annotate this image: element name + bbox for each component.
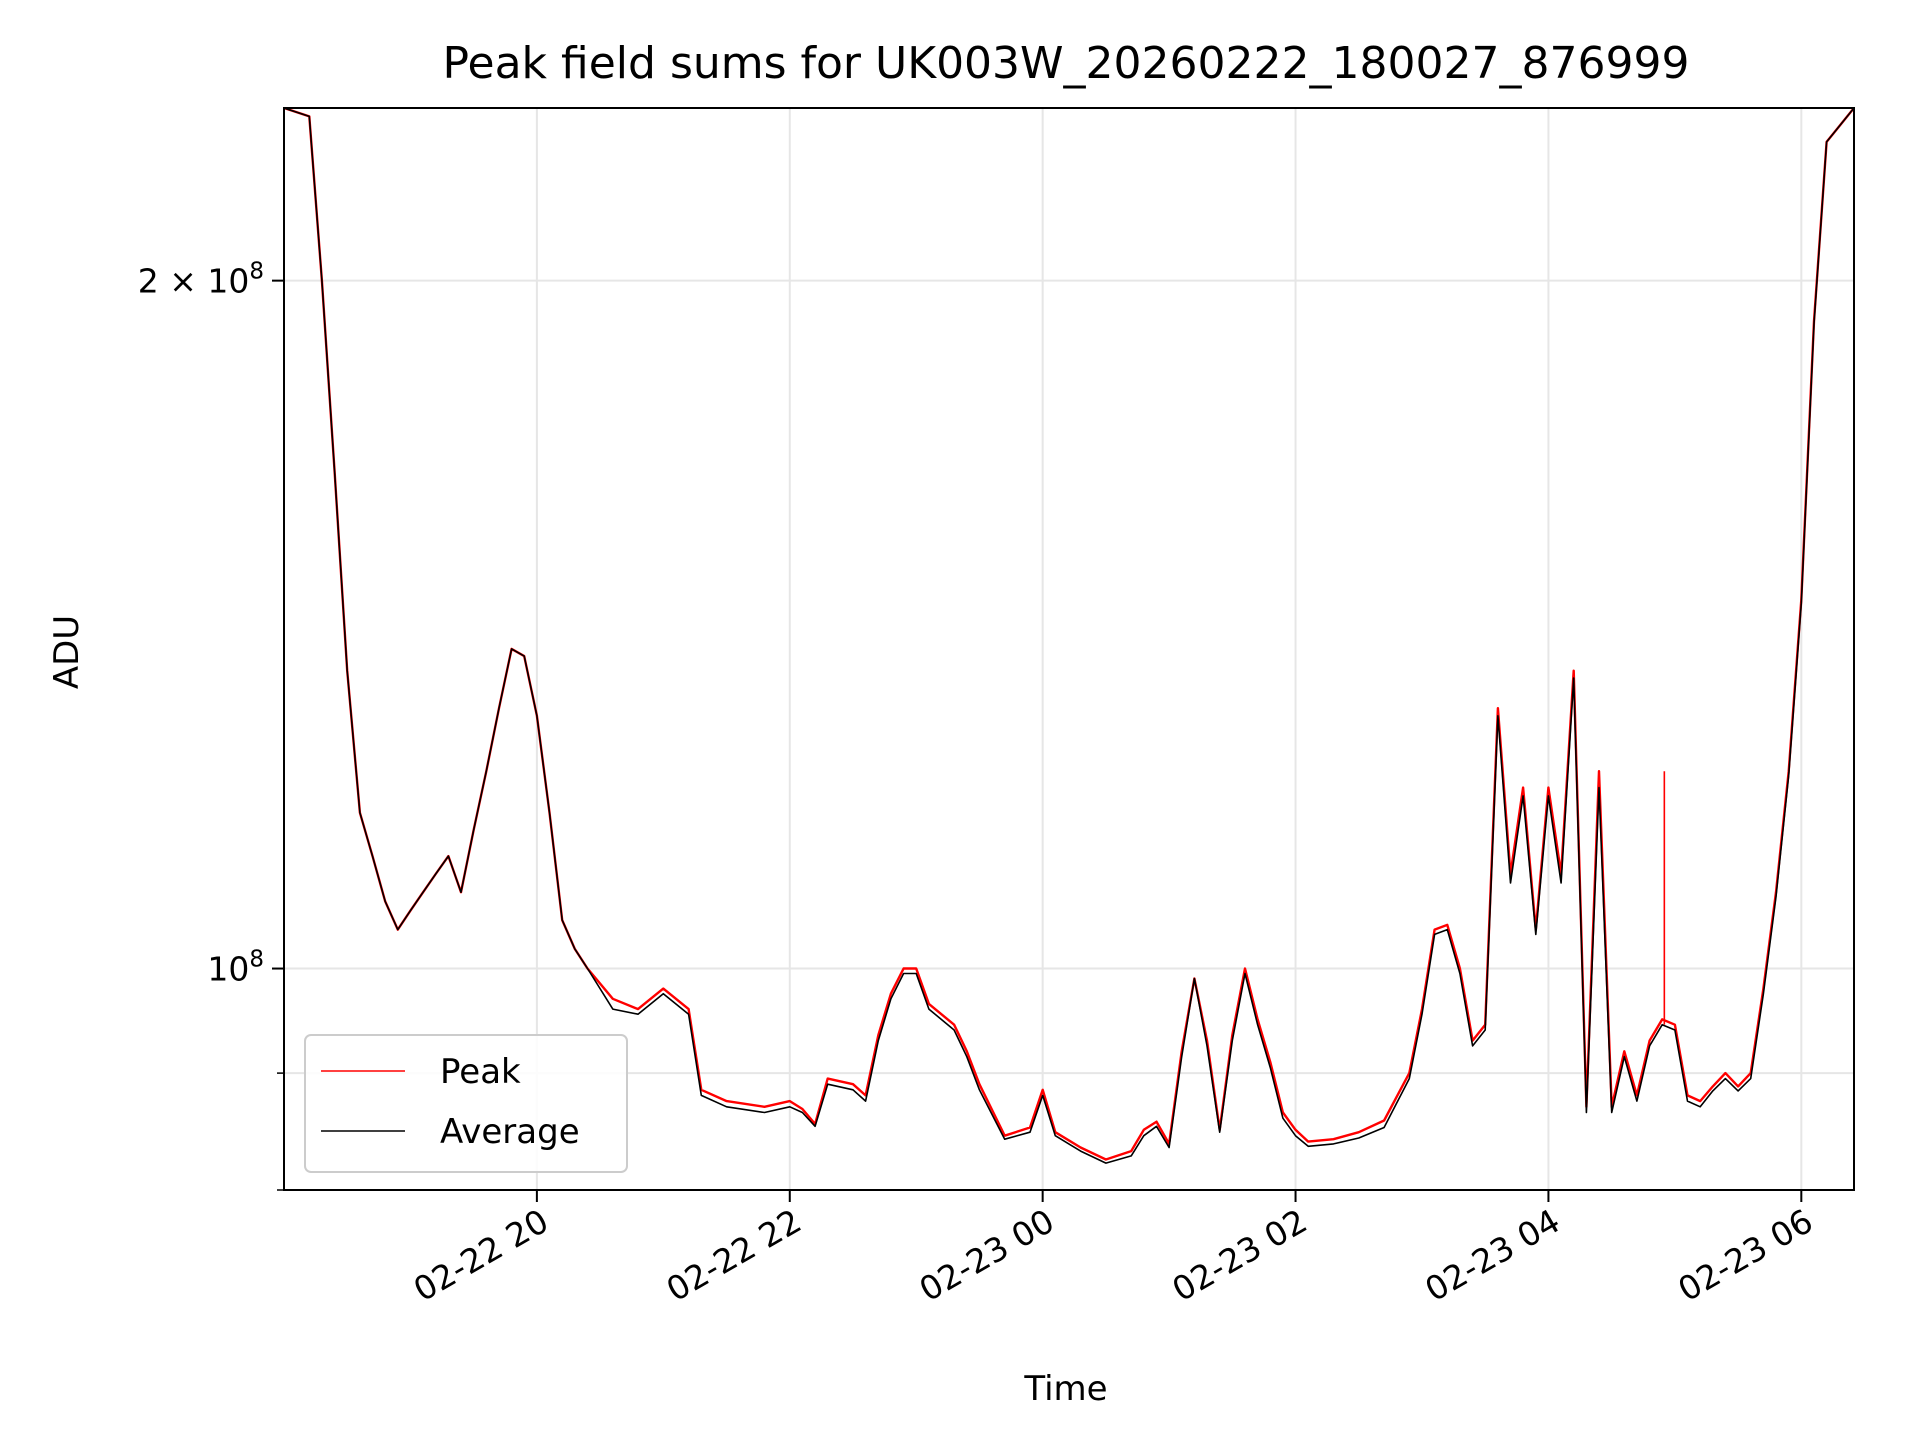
series-line-peak (284, 108, 1854, 1161)
series-line-average (284, 108, 1854, 1164)
plot-frame (283, 107, 1855, 1191)
legend-label-average: Average (440, 1112, 580, 1152)
grid-lines (284, 108, 1854, 1191)
legend: Peak Average (304, 1034, 628, 1173)
x-tick-label: 02-23 04 (1418, 1201, 1566, 1309)
x-tick-label: 02-22 22 (660, 1201, 808, 1309)
y-tick-label: 2 × 108 (138, 259, 264, 301)
legend-label-peak: Peak (440, 1052, 521, 1092)
y-axis-label: ADU (47, 615, 87, 689)
series-layer (284, 108, 1854, 1164)
legend-box (304, 1034, 628, 1173)
x-tick-label: 02-23 00 (913, 1201, 1061, 1309)
x-axis-label: Time (1023, 1369, 1107, 1409)
x-tick-label: 02-23 06 (1671, 1201, 1819, 1309)
chart-title: Peak field sums for UK003W_20260222_1800… (443, 38, 1690, 89)
x-tick-label: 02-23 02 (1166, 1201, 1314, 1309)
y-tick-label: 108 (207, 947, 264, 989)
x-tick-label: 02-22 20 (407, 1201, 555, 1309)
